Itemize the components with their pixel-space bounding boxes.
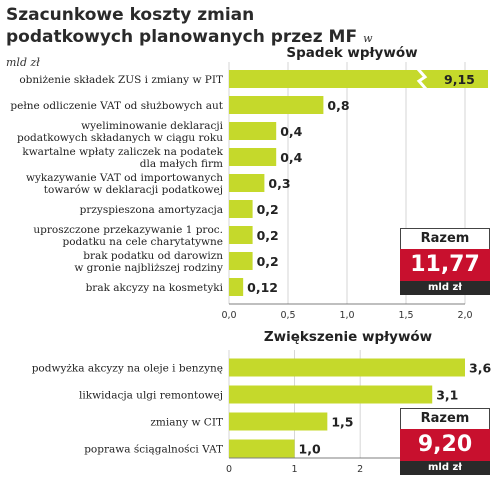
category-label: wyeliminowanie deklaracji [81, 120, 223, 132]
bar [229, 226, 253, 244]
total-value: 9,20 [400, 429, 490, 461]
bar [229, 412, 328, 431]
bar [229, 174, 265, 192]
bar [229, 122, 277, 140]
bar-value-label: 3,1 [436, 388, 458, 403]
category-label: pełne odliczenie VAT od służbowych aut [10, 100, 223, 112]
x-tick-label: 1 [292, 464, 298, 475]
bar-value-label: 1,5 [331, 415, 353, 430]
category-label: poprawa ściągalności VAT [84, 444, 223, 456]
category-label: podatkowych składanych w ciągu roku [17, 132, 223, 144]
category-label: uproszczone przekazywanie 1 proc. [33, 224, 223, 236]
category-label: wykazywanie VAT od importowanych [26, 172, 223, 184]
category-label: kwartalne wpłaty zaliczek na podatek [22, 146, 223, 158]
category-label: towarów w deklaracji podatkowej [44, 184, 223, 196]
category-label: przyspieszona amortyzacja [80, 204, 223, 216]
total-box-decrease: Razem 11,77 mld zł [400, 228, 490, 295]
section-title: Spadek wpływów [286, 45, 417, 61]
total-unit: mld zł [400, 281, 490, 295]
chart-title: Szacunkowe koszty zmian podatkowych plan… [6, 5, 373, 69]
bar-value-label: 1,0 [299, 442, 321, 457]
bar [229, 96, 324, 114]
bar [229, 439, 295, 458]
bar-value-label: 3,6 [469, 361, 491, 376]
x-tick-label: 2,0 [457, 310, 472, 321]
category-label: podwyżka akcyzy na oleje i benzynę [32, 363, 223, 375]
bar-value-label: 0,8 [327, 98, 349, 113]
x-tick-label: 2 [357, 464, 363, 475]
x-tick-label: 0,5 [280, 310, 295, 321]
unit-label: w mld zł [6, 32, 373, 69]
bar-value-label: 0,4 [280, 150, 302, 165]
total-unit: mld zł [400, 461, 490, 475]
bar [229, 200, 253, 218]
bar-value-label: 0,3 [268, 176, 290, 191]
bar [229, 148, 277, 166]
bar [229, 252, 253, 270]
bar-value-label: 0,2 [257, 202, 279, 217]
bar-value-label: 9,15 [444, 72, 475, 87]
category-label: brak akcyzy na kosmetyki [86, 282, 224, 294]
total-label: Razem [400, 408, 490, 429]
section-title: Zwiększenie wpływów [264, 329, 432, 345]
x-tick-label: 0 [226, 464, 232, 475]
axis-break-marker [416, 68, 428, 90]
category-label: brak podatku od darowizn [83, 250, 223, 262]
total-label: Razem [400, 228, 490, 249]
total-box-increase: Razem 9,20 mld zł [400, 408, 490, 475]
x-tick-label: 1,5 [398, 310, 413, 321]
total-value: 11,77 [400, 249, 490, 281]
category-label: likwidacja ulgi remontowej [79, 390, 223, 402]
category-label: podatku na cele charytatywne [62, 236, 223, 248]
bar [229, 358, 465, 377]
bar [229, 385, 433, 404]
category-label: zmiany w CIT [150, 417, 223, 429]
bar-value-label: 0,2 [257, 254, 279, 269]
bar-value-label: 0,2 [257, 228, 279, 243]
category-label: dla małych firm [140, 158, 223, 170]
category-label: obniżenie składek ZUS i zmiany w PIT [19, 74, 223, 86]
bar [229, 278, 244, 296]
x-tick-label: 0,0 [221, 310, 236, 321]
bar-value-label: 0,4 [280, 124, 302, 139]
bar-value-label: 0,12 [247, 280, 278, 295]
x-tick-label: 1,0 [339, 310, 354, 321]
category-label: w gronie najbliższej rodziny [74, 262, 223, 274]
